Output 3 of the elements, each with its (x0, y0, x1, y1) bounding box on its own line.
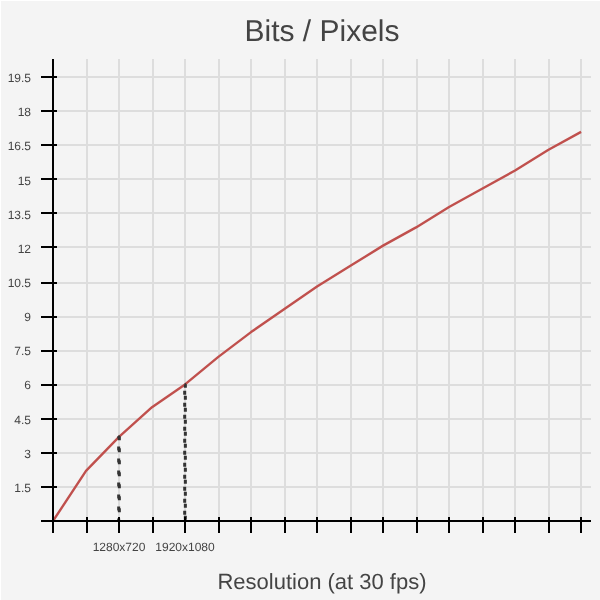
chart-title: Bits / Pixels (244, 15, 400, 49)
line-series (53, 130, 583, 521)
x-axis-title: Resolution (at 30 fps) (217, 571, 427, 595)
